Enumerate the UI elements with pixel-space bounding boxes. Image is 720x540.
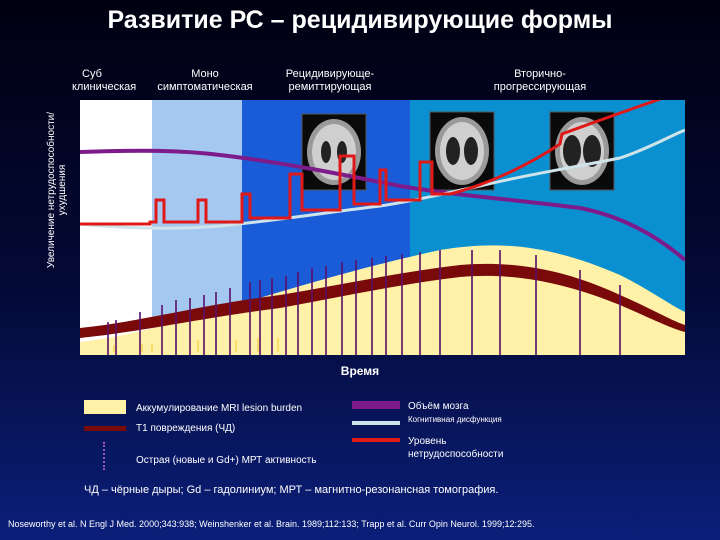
acute-activity-dashes [113,338,279,352]
phase-label-secondary-progressive-line2: прогрессирующая [493,81,587,93]
phase-label-monosymptomatic: Моно симптоматическая [150,68,260,94]
legend-brain-volume: Объём мозга [408,401,469,412]
legend-swatch-acute [103,442,105,470]
slide-title: Развитие РС – рецидивирующие формы [107,6,613,34]
citation: Noseworthy et al. N Engl J Med. 2000;343… [8,519,535,529]
brain-volume-line [80,148,685,262]
legend-disability: Уровень нетрудоспособности [408,436,504,460]
legend-swatch-mri-burden [84,400,126,414]
mri-image-2 [429,111,495,191]
phase-label-monosymptomatic-line1: Моно [191,68,219,80]
phase-label-subclinical: Суб клиническая [72,68,150,94]
mri-image-3 [549,111,615,191]
t1-lesion-band [80,263,685,338]
legend-swatch-t1 [84,426,126,431]
x-axis-label: Время [340,364,380,378]
legend-mri-burden: Аккумулирование MRI lesion burden [136,403,303,414]
phase-label-secondary-progressive: Вторично- прогрессирующая [470,68,610,94]
y-axis-label: Увеличение нетрудоспособности/ухудшения [46,111,68,269]
ms-progression-diagram [80,100,685,355]
legend-t1-lesions: Т1 повреждения (ЧД) [136,423,236,434]
legend-swatch-brain-volume [352,401,400,409]
acute-activity-bars [107,250,621,355]
disability-line [80,100,662,226]
phase-label-relapsing-remitting-line2: ремиттирующая [288,81,372,93]
phase-label-secondary-progressive-line1: Вторично- [514,68,566,80]
phase-label-relapsing-remitting: Рецидивирующе- ремиттирующая [270,68,390,94]
phase-label-monosymptomatic-line2: симптоматическая [157,81,253,93]
legend-swatch-cognitive [352,421,400,425]
phase-label-relapsing-remitting-line1: Рецидивирующе- [285,68,375,80]
mri-image-1 [301,113,367,191]
phase-label-subclinical-line1: Суб [82,68,102,80]
phase-label-subclinical-line2: клиническая [72,81,137,93]
legend-swatch-disability [352,438,400,442]
footnote: ЧД – чёрные дыры; Gd – гадолиниум; МРТ –… [84,484,499,496]
legend-cognitive: Когнитивная дисфункция [408,415,502,424]
legend-acute-activity: Острая (новые и Gd+) МРТ активность [136,455,317,466]
